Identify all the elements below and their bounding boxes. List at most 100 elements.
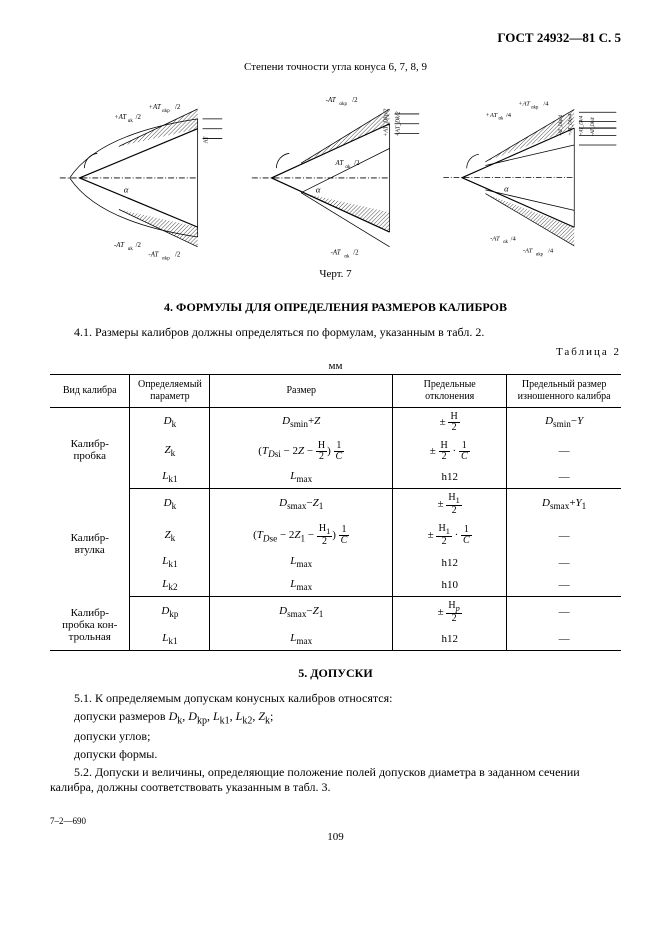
dev-cell: ± Hp2 xyxy=(393,596,507,628)
size-cell: Lmax xyxy=(210,574,393,597)
param-cell: Zk xyxy=(130,520,210,551)
section5-p4: допуски формы. xyxy=(50,747,621,763)
svg-text:AT: AT xyxy=(203,136,209,144)
svg-text:+AT_Dk/2: +AT_Dk/2 xyxy=(395,112,401,137)
svg-text:/4: /4 xyxy=(543,101,549,108)
svg-text:αkp: αkp xyxy=(536,252,544,257)
svg-text:-AT: -AT xyxy=(490,235,501,242)
svg-text:/2: /2 xyxy=(352,97,358,104)
svg-text:αkp: αkp xyxy=(531,105,539,110)
svg-text:/4: /4 xyxy=(548,247,554,254)
group-name: Калибр-втулка xyxy=(50,488,130,596)
svg-text:-AT_Dkp/4: -AT_Dkp/4 xyxy=(559,114,564,135)
cone-diagram-3: +ATαk/4 +ATαkp/4 -AT_Dkp/4 +AT_Dkp/4 +AT… xyxy=(434,83,621,263)
svg-text:/2: /2 xyxy=(354,160,360,167)
svg-text:+AT: +AT xyxy=(148,104,162,111)
group-name: Калибр-пробка кон­трольная xyxy=(50,596,130,651)
svg-text:/2: /2 xyxy=(175,104,181,111)
param-cell: Lk1 xyxy=(130,628,210,651)
section5-p2: допуски размеров Dk, Dkp, Lk1, Lk2, Zk; xyxy=(50,709,621,727)
th-param: Определяемый параметр xyxy=(130,374,210,407)
size-cell: Dsmax−Z1 xyxy=(210,596,393,628)
footer-left: 7–2—690 xyxy=(50,816,86,826)
th-dev: Предельные отклонения xyxy=(393,374,507,407)
svg-text:/2: /2 xyxy=(136,114,142,121)
worn-cell: — xyxy=(507,574,621,597)
svg-text:/2: /2 xyxy=(353,250,359,257)
dev-cell: ± H2 xyxy=(393,407,507,437)
param-cell: Lk2 xyxy=(130,574,210,597)
standard-header: ГОСТ 24932—81 С. 5 xyxy=(50,30,621,46)
param-cell: Lk1 xyxy=(130,466,210,489)
worn-cell: — xyxy=(507,551,621,573)
param-cell: Dk xyxy=(130,407,210,437)
section5-p5: 5.2. Допуски и величины, определяющие по… xyxy=(50,765,621,796)
worn-cell: — xyxy=(507,466,621,489)
size-cell: Lmax xyxy=(210,466,393,489)
section5-title: 5. ДОПУСКИ xyxy=(50,666,621,681)
svg-text:/4: /4 xyxy=(506,112,512,119)
dev-cell: h12 xyxy=(393,466,507,489)
svg-text:+AT_Dk/4: +AT_Dk/4 xyxy=(580,115,585,135)
svg-text:αkp: αkp xyxy=(339,102,347,107)
svg-text:αk: αk xyxy=(503,240,508,245)
svg-text:-AT: -AT xyxy=(114,242,125,249)
th-size: Размер xyxy=(210,374,393,407)
svg-text:/2: /2 xyxy=(175,252,181,259)
section4-title: 4. ФОРМУЛЫ ДЛЯ ОПРЕДЕЛЕНИЯ РАЗМЕРОВ КАЛИ… xyxy=(50,300,621,315)
svg-text:αk: αk xyxy=(344,255,350,260)
param-cell: Zk xyxy=(130,437,210,466)
section5-p1: 5.1. К определяемым допускам конусных ка… xyxy=(50,691,621,707)
worn-cell: — xyxy=(507,596,621,628)
svg-text:+AT: +AT xyxy=(114,114,128,121)
dev-cell: ± H12 xyxy=(393,488,507,520)
worn-cell: Dsmax+Y1 xyxy=(507,488,621,520)
size-cell: (TDsi − 2Z − H2) 1C xyxy=(210,437,393,466)
figure-row: +ATαk/2 +ATαkp/2 -ATαk/2 -ATαkp/2 AT α xyxy=(50,83,621,263)
figure-top-caption: Степени точности угла конуса 6, 7, 8, 9 xyxy=(50,61,621,73)
page-number: 109 xyxy=(50,831,621,843)
cone-diagram-1: +ATαk/2 +ATαkp/2 -ATαk/2 -ATαkp/2 AT α xyxy=(50,83,237,263)
svg-text:α: α xyxy=(124,185,129,195)
svg-text:+AT_Dkp/2: +AT_Dkp/2 xyxy=(384,109,390,137)
th-vid: Вид калибра xyxy=(50,374,130,407)
param-cell: Dkp xyxy=(130,596,210,628)
param-cell: Lk1 xyxy=(130,551,210,573)
cone-diagram-2: -ATαkp/2 +AT_Dkp/2 +AT_Dk/2 ATαk/2 α -AT… xyxy=(242,83,429,263)
worn-cell: Dsmin−Y xyxy=(507,407,621,437)
svg-text:αk: αk xyxy=(499,117,504,122)
size-cell: Lmax xyxy=(210,551,393,573)
size-cell: Dsmin+Z xyxy=(210,407,393,437)
dev-cell: ± H12 · 1C xyxy=(393,520,507,551)
svg-text:αkp: αkp xyxy=(162,109,170,114)
table2: Вид калибра Определяемый параметр Размер… xyxy=(50,374,621,652)
svg-text:αkp: αkp xyxy=(162,257,170,262)
svg-text:αk: αk xyxy=(128,119,134,124)
svg-text:α: α xyxy=(504,185,509,194)
svg-text:+AT: +AT xyxy=(518,101,531,108)
th-worn: Предельный размер изношен­ного калибра xyxy=(507,374,621,407)
svg-text:αk: αk xyxy=(345,165,351,170)
svg-text:-AT: -AT xyxy=(331,250,342,257)
svg-text:α: α xyxy=(316,185,321,195)
group-name: Калибр-пробка xyxy=(50,407,130,488)
svg-text:+AT_Dkp/4: +AT_Dkp/4 xyxy=(568,113,573,136)
param-cell: Dk xyxy=(130,488,210,520)
section5-p3: допуски углов; xyxy=(50,729,621,745)
size-cell: Dsmax−Z1 xyxy=(210,488,393,520)
worn-cell: — xyxy=(507,437,621,466)
svg-text:-AT: -AT xyxy=(326,97,337,104)
dev-cell: h12 xyxy=(393,628,507,651)
svg-text:AT: AT xyxy=(335,160,345,167)
worn-cell: — xyxy=(507,628,621,651)
dev-cell: h12 xyxy=(393,551,507,573)
size-cell: (TDse − 2Z1 − H12) 1C xyxy=(210,520,393,551)
figure-bottom-caption: Черт. 7 xyxy=(50,268,621,280)
section4-p1: 4.1. Размеры калибров должны определятьс… xyxy=(50,325,621,341)
svg-text:+AT: +AT xyxy=(485,112,498,119)
dev-cell: ± H2 · 1C xyxy=(393,437,507,466)
svg-text:/4: /4 xyxy=(511,235,517,242)
svg-text:-AT: -AT xyxy=(148,252,159,259)
svg-text:/2: /2 xyxy=(136,242,142,249)
svg-text:-AT_Dk/4: -AT_Dk/4 xyxy=(591,117,596,136)
